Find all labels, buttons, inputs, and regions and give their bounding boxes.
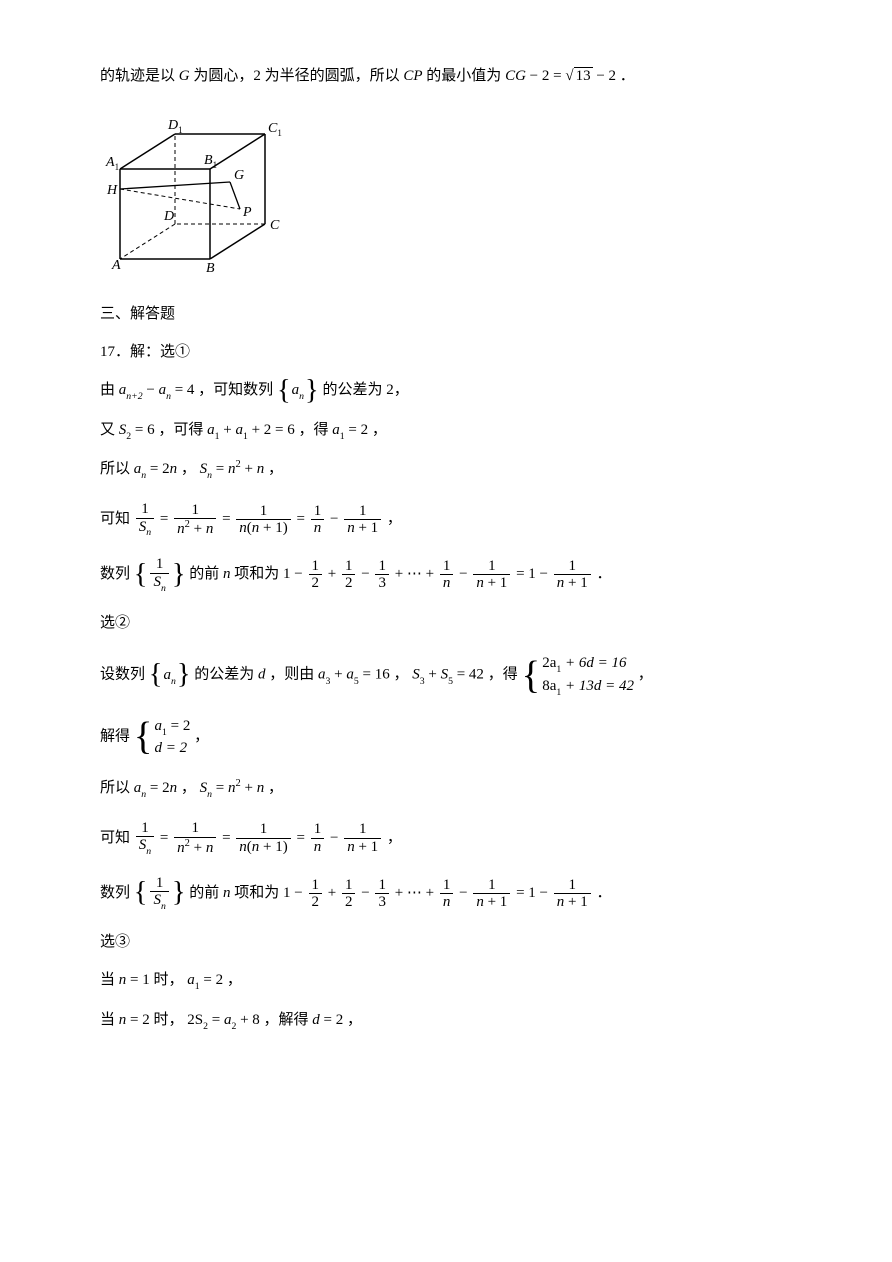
line-S2-6: 又 S2 = 6 ，可得 a1 + a1 + 2 = 6 ，得 a1 = 2 ， bbox=[100, 418, 812, 444]
section-3-heading: 三、解答题 bbox=[100, 302, 812, 326]
sqrt-13: √13 bbox=[565, 64, 592, 88]
line-frac-decomp: 可知 1Sn = 1n2 + n = 1n(n + 1) = 1n − 1n +… bbox=[100, 501, 812, 538]
label-A1: A1 bbox=[105, 155, 119, 172]
line-series-sum: 数列 { 1Sn } 的前 n 项和为 1 − 12 + 12 − 13 + ⋯… bbox=[100, 556, 812, 593]
line-series-sum-2: 数列 {1Sn} 的前 n 项和为 1 − 12 + 12 − 13 + ⋯ +… bbox=[100, 875, 812, 912]
frac-1-n2n: 1n2 + n bbox=[174, 502, 216, 538]
frac-1-Sn: 1Sn bbox=[136, 501, 154, 538]
option-2-heading: 选② bbox=[100, 611, 812, 635]
line-diff-4: 由 an+2 − an = 4 ，可知数列 {an} 的公差为 2， bbox=[100, 378, 812, 404]
minus-2-end: − 2 ． bbox=[596, 68, 634, 84]
system-2: { a1 = 2 d = 2 bbox=[134, 716, 191, 758]
system-1: { 2a1 + 6d = 16 8a1 + 13d = 42 bbox=[521, 653, 634, 697]
text: 的最小值为 bbox=[426, 68, 501, 84]
math-CP: CP bbox=[403, 68, 422, 84]
q17-header: 17．解：选① bbox=[100, 340, 812, 364]
option-3-heading: 选③ bbox=[100, 930, 812, 954]
text: 的轨迹是以 bbox=[100, 68, 175, 84]
text: 为圆心，2 为半径的圆弧，所以 bbox=[193, 68, 399, 84]
cube-figure: A B C D A1 B1 C1 D1 H G P bbox=[100, 104, 812, 282]
line-n1: 当 n = 1 时， a1 = 2 ， bbox=[100, 968, 812, 994]
line-solve-system: 解得 { a1 = 2 d = 2 ， bbox=[100, 716, 812, 758]
label-P: P bbox=[242, 205, 252, 220]
label-D1: D1 bbox=[167, 118, 183, 135]
label-C: C bbox=[270, 218, 280, 233]
cube-svg: A B C D A1 B1 C1 D1 H G P bbox=[100, 104, 310, 274]
label-H: H bbox=[106, 183, 118, 198]
label-A: A bbox=[111, 258, 121, 273]
math-G: G bbox=[179, 68, 190, 84]
label-C1: C1 bbox=[268, 121, 282, 138]
frac-1-nn1: 1n(n + 1) bbox=[236, 503, 290, 537]
minus-2-eq: − 2 = bbox=[530, 68, 566, 84]
line-set-d: 设数列 {an} 的公差为 d ，则由 a3 + a5 = 16 ， S3 + … bbox=[100, 653, 812, 697]
line-n2: 当 n = 2 时， 2S2 = a2 + 8 ，解得 d = 2 ， bbox=[100, 1008, 812, 1034]
label-B1: B1 bbox=[204, 153, 217, 170]
set-1-Sn: { 1Sn } bbox=[134, 556, 186, 593]
line-an-Sn: 所以 an = 2n ， Sn = n2 + n ， bbox=[100, 457, 812, 483]
frac-1-n1: 1n + 1 bbox=[344, 503, 381, 537]
line-an-Sn-2: 所以 an = 2n ， Sn = n2 + n ， bbox=[100, 776, 812, 802]
set-an: {an} bbox=[277, 378, 319, 404]
label-D: D bbox=[163, 209, 174, 224]
line-frac-decomp-2: 可知 1Sn = 1n2 + n = 1n(n + 1) = 1n − 1n +… bbox=[100, 820, 812, 857]
frac-1-n: 1n bbox=[311, 503, 325, 537]
math-CG: CG bbox=[505, 68, 526, 84]
label-G: G bbox=[234, 168, 244, 183]
trajectory-sentence: 的轨迹是以 G 为圆心，2 为半径的圆弧，所以 CP 的最小值为 CG − 2 … bbox=[100, 64, 812, 88]
label-B: B bbox=[206, 261, 215, 274]
